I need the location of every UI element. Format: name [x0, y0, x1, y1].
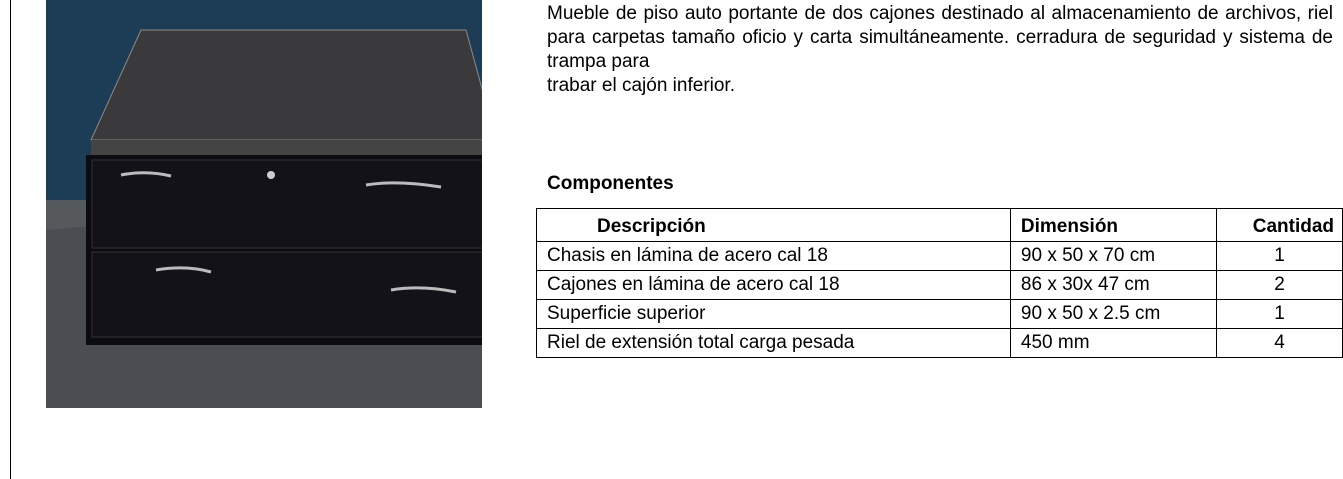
product-photo	[46, 0, 482, 408]
table-cell: 86 x 30x 47 cm	[1009, 270, 1218, 300]
header-cell: Dimensión	[1009, 208, 1218, 242]
table-cell: Chasis en lámina de acero cal 18	[536, 241, 1011, 271]
table-cell: Cajones en lámina de acero cal 18	[536, 270, 1011, 300]
table-row: Cajones en lámina de acero cal 18 86 x 30…	[536, 270, 1343, 300]
table-cell: 1	[1216, 241, 1343, 271]
table-cell: 90 x 50 x 2.5 cm	[1009, 299, 1218, 329]
paragraph: trabar el cajón inferior.	[547, 75, 735, 96]
paragraph: Mueble de piso auto portante de dos cajo…	[547, 3, 1333, 72]
header-cell: Cantidad	[1216, 208, 1343, 242]
table-cell: 90 x 50 x 70 cm	[1009, 241, 1218, 271]
table-cell: Riel de extensión total carga pesada	[536, 328, 1011, 358]
table-cell: Superficie superior	[536, 299, 1011, 329]
table-row: Riel de extensión total carga pesada 450 …	[536, 328, 1343, 358]
table-cell: 2	[1216, 270, 1343, 300]
description: Mueble de piso auto portante de dos cajo…	[547, 2, 1333, 98]
table-cell: 450 mm	[1009, 328, 1218, 358]
table-cell: 1	[1216, 299, 1343, 329]
table-cell: 4	[1216, 328, 1343, 358]
section-title: Componentes	[547, 173, 674, 194]
header-cell: Descripción	[536, 208, 1011, 242]
table-row: Chasis en lámina de acero cal 18 90 x 50 …	[536, 241, 1343, 271]
cell-border	[10, 0, 11, 479]
table-row: Superficie superior 90 x 50 x 2.5 cm 1	[536, 299, 1343, 329]
components-table: Descripción Dimensión Cantidad Chasis en…	[536, 208, 1343, 358]
